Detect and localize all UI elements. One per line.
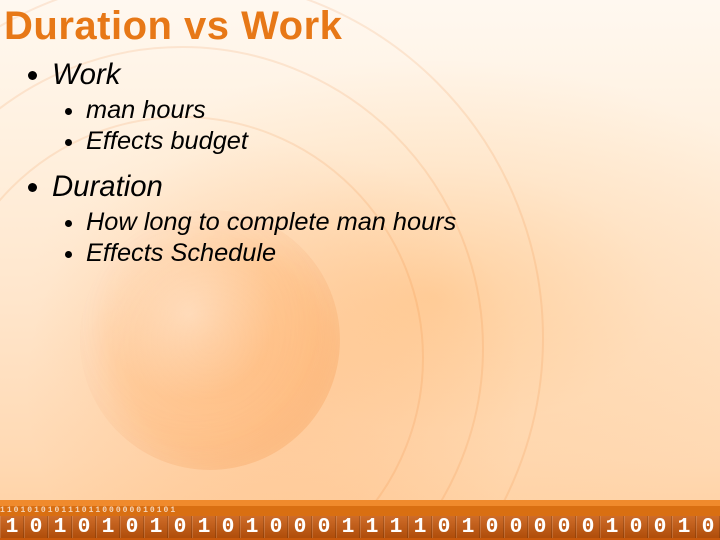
footer-bit: 1 (61, 506, 68, 516)
list-item: man hours (86, 96, 696, 125)
footer-bit: 0 (648, 516, 672, 538)
footer-bit: 0 (164, 506, 171, 516)
list-item: Duration How long to complete man hours … (52, 170, 696, 268)
footer-bit: 1 (600, 516, 624, 538)
footer-bit: 1 (7, 506, 14, 516)
footer-bit: 0 (136, 506, 143, 516)
footer-bit: 1 (95, 506, 102, 516)
bullet-sublist: How long to complete man hours Effects S… (52, 208, 696, 268)
footer-bit: 0 (129, 506, 136, 516)
footer-bit: 0 (552, 516, 576, 538)
footer-bit: 1 (360, 516, 384, 538)
footer-bit: 0 (168, 516, 192, 538)
bullet-sublist: man hours Effects budget (52, 96, 696, 156)
footer-bit: 0 (696, 516, 720, 538)
footer-bit: 0 (123, 506, 130, 516)
footer-bit: 0 (55, 506, 62, 516)
footer-bit: 0 (264, 516, 288, 538)
footer-cube-band: 1010101010100011110100000100101101101000… (0, 516, 720, 540)
footer-bit: 0 (288, 516, 312, 538)
footer-bit: 1 (456, 516, 480, 538)
footer-bit: 1 (192, 516, 216, 538)
footer-bit: 0 (109, 506, 116, 516)
footer-bit: 0 (27, 506, 34, 516)
footer-bit: 0 (82, 506, 89, 516)
footer-bit: 1 (240, 516, 264, 538)
footer-bit: 1 (0, 516, 24, 538)
footer-bit: 0 (312, 516, 336, 538)
list-item: Effects Schedule (86, 239, 696, 268)
list-item: Work man hours Effects budget (52, 58, 696, 156)
footer-bit: 1 (0, 506, 7, 516)
footer-bit: 1 (75, 506, 82, 516)
footer-bit: 1 (157, 506, 164, 516)
footer-bit: 0 (102, 506, 109, 516)
footer-bit: 1 (384, 516, 408, 538)
slide-title: Duration vs Work (4, 4, 342, 49)
footer-bit: 1 (89, 506, 96, 516)
footer-bit: 0 (120, 516, 144, 538)
footer-bit: 0 (116, 506, 123, 516)
footer-bit: 0 (432, 516, 456, 538)
list-item: Effects budget (86, 127, 696, 156)
footer-bit: 1 (143, 506, 150, 516)
footer-bit: 0 (576, 516, 600, 538)
list-item: How long to complete man hours (86, 208, 696, 237)
footer-bit: 1 (48, 516, 72, 538)
footer-bit: 0 (72, 516, 96, 538)
bullet-list: Work man hours Effects budget Duration H… (24, 58, 696, 268)
footer-bit: 1 (96, 516, 120, 538)
slide: Duration vs Work Work man hours Effects … (0, 0, 720, 540)
footer-bit: 0 (24, 516, 48, 538)
footer-bit: 1 (170, 506, 177, 516)
footer-bit: 0 (528, 516, 552, 538)
footer-bit: 1 (68, 506, 75, 516)
list-item-label: Work (52, 58, 120, 91)
slide-body: Work man hours Effects budget Duration H… (24, 58, 696, 282)
footer-bit: 1 (336, 516, 360, 538)
footer-mid-band: 11010101011101100000010101 (0, 506, 720, 516)
footer-decoration: 11010101011101100000010101 1010101010100… (0, 498, 720, 540)
footer-bit: 1 (408, 516, 432, 538)
footer-bit: 0 (150, 506, 157, 516)
footer-bit: 1 (672, 516, 696, 538)
footer-bit: 1 (20, 506, 27, 516)
list-item-label: Duration (52, 170, 163, 203)
footer-bit: 0 (624, 516, 648, 538)
footer-bit: 0 (504, 516, 528, 538)
footer-bit: 0 (480, 516, 504, 538)
footer-bit: 0 (216, 516, 240, 538)
footer-bit: 1 (144, 516, 168, 538)
footer-bit: 1 (48, 506, 55, 516)
footer-bit: 1 (34, 506, 41, 516)
footer-bit: 0 (41, 506, 48, 516)
footer-bit: 0 (14, 506, 21, 516)
